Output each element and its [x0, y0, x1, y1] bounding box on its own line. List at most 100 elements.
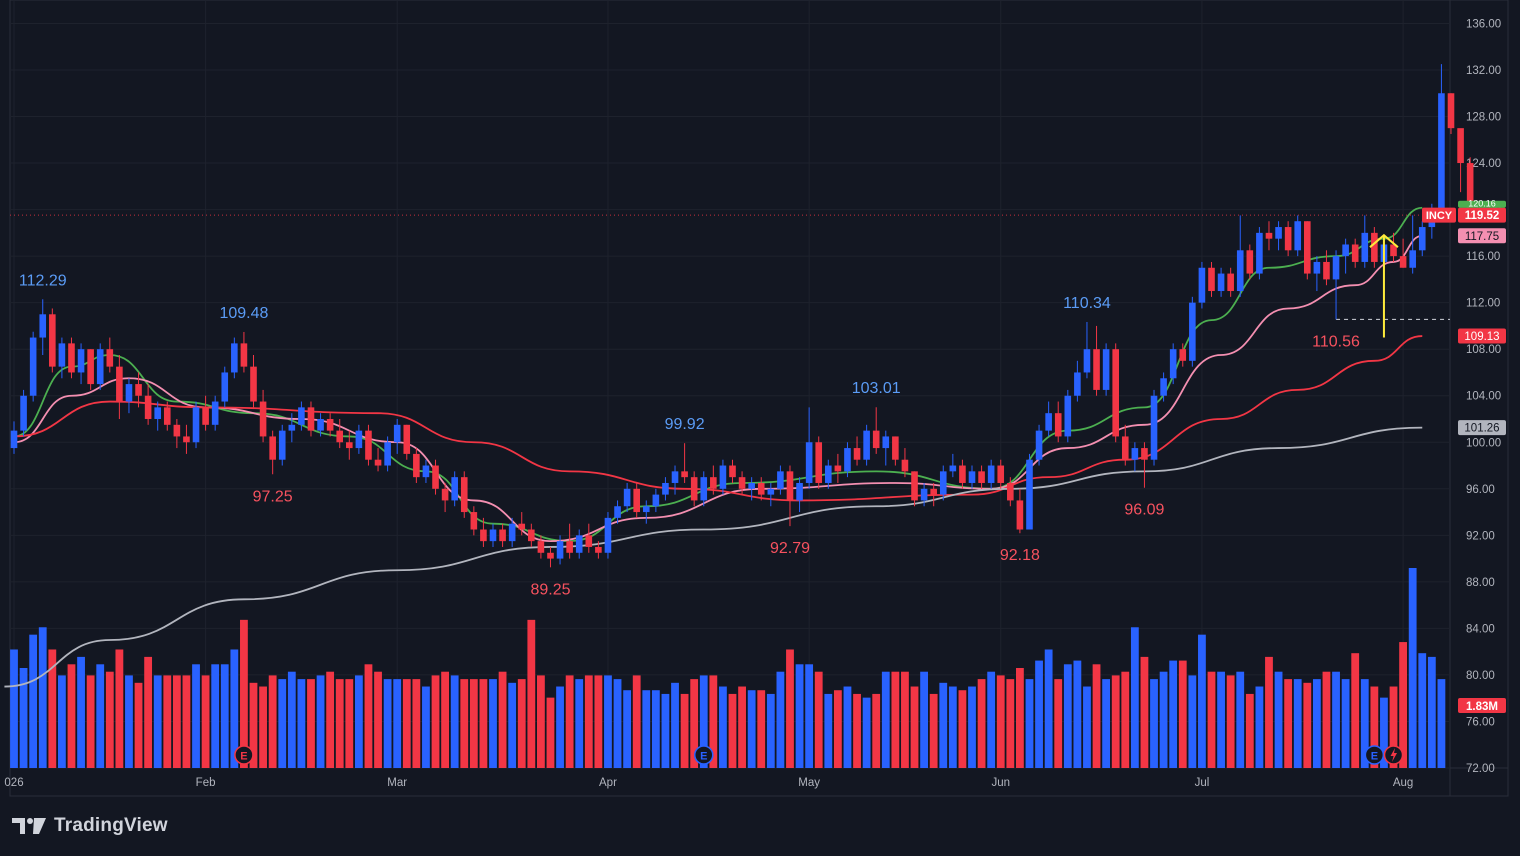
price-axis-label-text: 120.16 — [1468, 199, 1496, 209]
candle-body — [939, 471, 947, 495]
candle-body — [1083, 349, 1091, 373]
candle-body — [575, 535, 583, 553]
candle — [930, 482, 937, 507]
volume-bar — [58, 675, 66, 768]
candle-body — [1198, 267, 1206, 303]
volume-bar — [1198, 634, 1206, 768]
earnings-marker-letter: E — [700, 751, 707, 763]
volume-bar — [10, 649, 18, 768]
candle — [441, 482, 449, 513]
candle-body — [1256, 232, 1263, 274]
price-tick-label: 80.00 — [1466, 670, 1495, 682]
candle-body — [930, 488, 937, 495]
volume-bar — [431, 675, 440, 768]
volume-bar — [661, 693, 670, 768]
candle-body — [1275, 227, 1282, 239]
volume-bar — [441, 671, 449, 768]
volume-bar — [757, 690, 766, 768]
candle-body — [403, 424, 411, 454]
volume-axis-label: 1.83M — [1458, 698, 1506, 713]
volume-bar — [1427, 656, 1436, 768]
price-tick-label: 124.00 — [1466, 158, 1501, 170]
volume-bar — [1130, 627, 1139, 768]
candle-body — [288, 424, 296, 431]
candle-body — [1227, 273, 1234, 292]
volume-bar — [67, 664, 76, 768]
candle — [1074, 360, 1081, 402]
candle — [738, 471, 746, 495]
volume-bar — [1303, 682, 1312, 768]
candle — [1399, 238, 1407, 268]
candle — [911, 471, 918, 507]
candle — [700, 471, 708, 507]
volume-bar — [738, 686, 746, 768]
volume-bar — [287, 671, 296, 768]
candle — [317, 413, 324, 437]
candle-body — [1236, 250, 1244, 292]
candle — [1438, 64, 1445, 216]
candle — [1323, 250, 1330, 286]
candle — [815, 436, 823, 489]
earnings-marker-letter: E — [1371, 751, 1378, 763]
volume-bar — [1016, 668, 1024, 768]
volume-bar — [575, 679, 584, 768]
candle-body — [1150, 395, 1158, 460]
volume-bar — [172, 675, 181, 768]
candle — [1409, 215, 1416, 274]
volume-bar — [996, 675, 1005, 768]
candle — [556, 535, 564, 565]
candle-body — [1361, 232, 1369, 262]
price-annotation-high: 110.34 — [1063, 295, 1111, 312]
candle — [1332, 250, 1340, 320]
candle — [250, 355, 257, 408]
candle — [192, 401, 200, 449]
lightning-alert-icon — [1383, 745, 1404, 765]
candle-body — [470, 512, 478, 530]
volume-bar — [1418, 653, 1427, 768]
price-annotation-high: 103.01 — [852, 380, 901, 397]
volume-bar — [929, 693, 938, 768]
candle-body — [1026, 459, 1033, 530]
candle — [872, 407, 880, 454]
candle — [537, 535, 545, 559]
volume-bar — [709, 675, 718, 768]
volume-bar — [881, 671, 890, 768]
volume-bar — [1245, 693, 1254, 768]
candle-body — [1332, 256, 1340, 280]
candle-body — [68, 343, 75, 373]
candle — [595, 541, 602, 559]
candle — [796, 477, 803, 513]
candle-body — [872, 430, 880, 449]
candle-body — [997, 465, 1005, 483]
volume-bar — [354, 675, 363, 768]
candle — [202, 395, 209, 431]
earnings-marker-ring — [234, 745, 254, 765]
volume-bar — [450, 675, 459, 768]
candle — [633, 482, 640, 518]
candle — [355, 424, 363, 454]
volume-bar — [728, 693, 737, 768]
time-tick-label: May — [798, 777, 820, 789]
tradingview-brand[interactable]: TradingView — [12, 812, 168, 840]
candle — [374, 448, 382, 472]
candle — [901, 448, 909, 478]
candle-body — [719, 465, 727, 489]
candle-body — [460, 477, 468, 513]
volume-bar — [1351, 653, 1360, 768]
candle — [786, 465, 794, 527]
volume-bar — [623, 690, 632, 768]
volume-bar — [537, 675, 545, 768]
volume-bar — [393, 679, 402, 768]
candle — [710, 465, 717, 495]
volume-bar — [1111, 675, 1120, 768]
candle — [1035, 424, 1043, 466]
candle-body — [211, 401, 219, 425]
candle-body — [49, 314, 56, 367]
candle — [29, 331, 37, 402]
candle-body — [1399, 256, 1407, 268]
candle — [604, 512, 612, 559]
candle — [346, 430, 353, 460]
candle-body — [901, 459, 909, 472]
candle-body — [1016, 500, 1024, 530]
